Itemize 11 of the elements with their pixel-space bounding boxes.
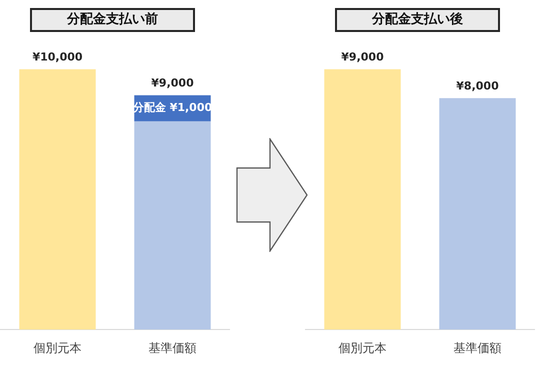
total-label: ¥9,000 [151, 76, 194, 90]
total-label: ¥10,000 [32, 50, 83, 64]
data-label: ¥8,000 [456, 80, 500, 93]
x-tick-label: 個別元本 [338, 340, 386, 355]
data-label: 分配金 ¥1,000 [132, 101, 212, 114]
x-tick-label: 個別元本 [34, 340, 82, 355]
x-tick-label: 基準価額 [148, 340, 196, 355]
chart-title: 分配金支払い後 [335, 8, 500, 32]
x-tick-label: 基準価額 [454, 340, 502, 355]
chart-title: 分配金支払い前 [30, 8, 195, 32]
data-label: ¥9,000 [341, 50, 384, 64]
